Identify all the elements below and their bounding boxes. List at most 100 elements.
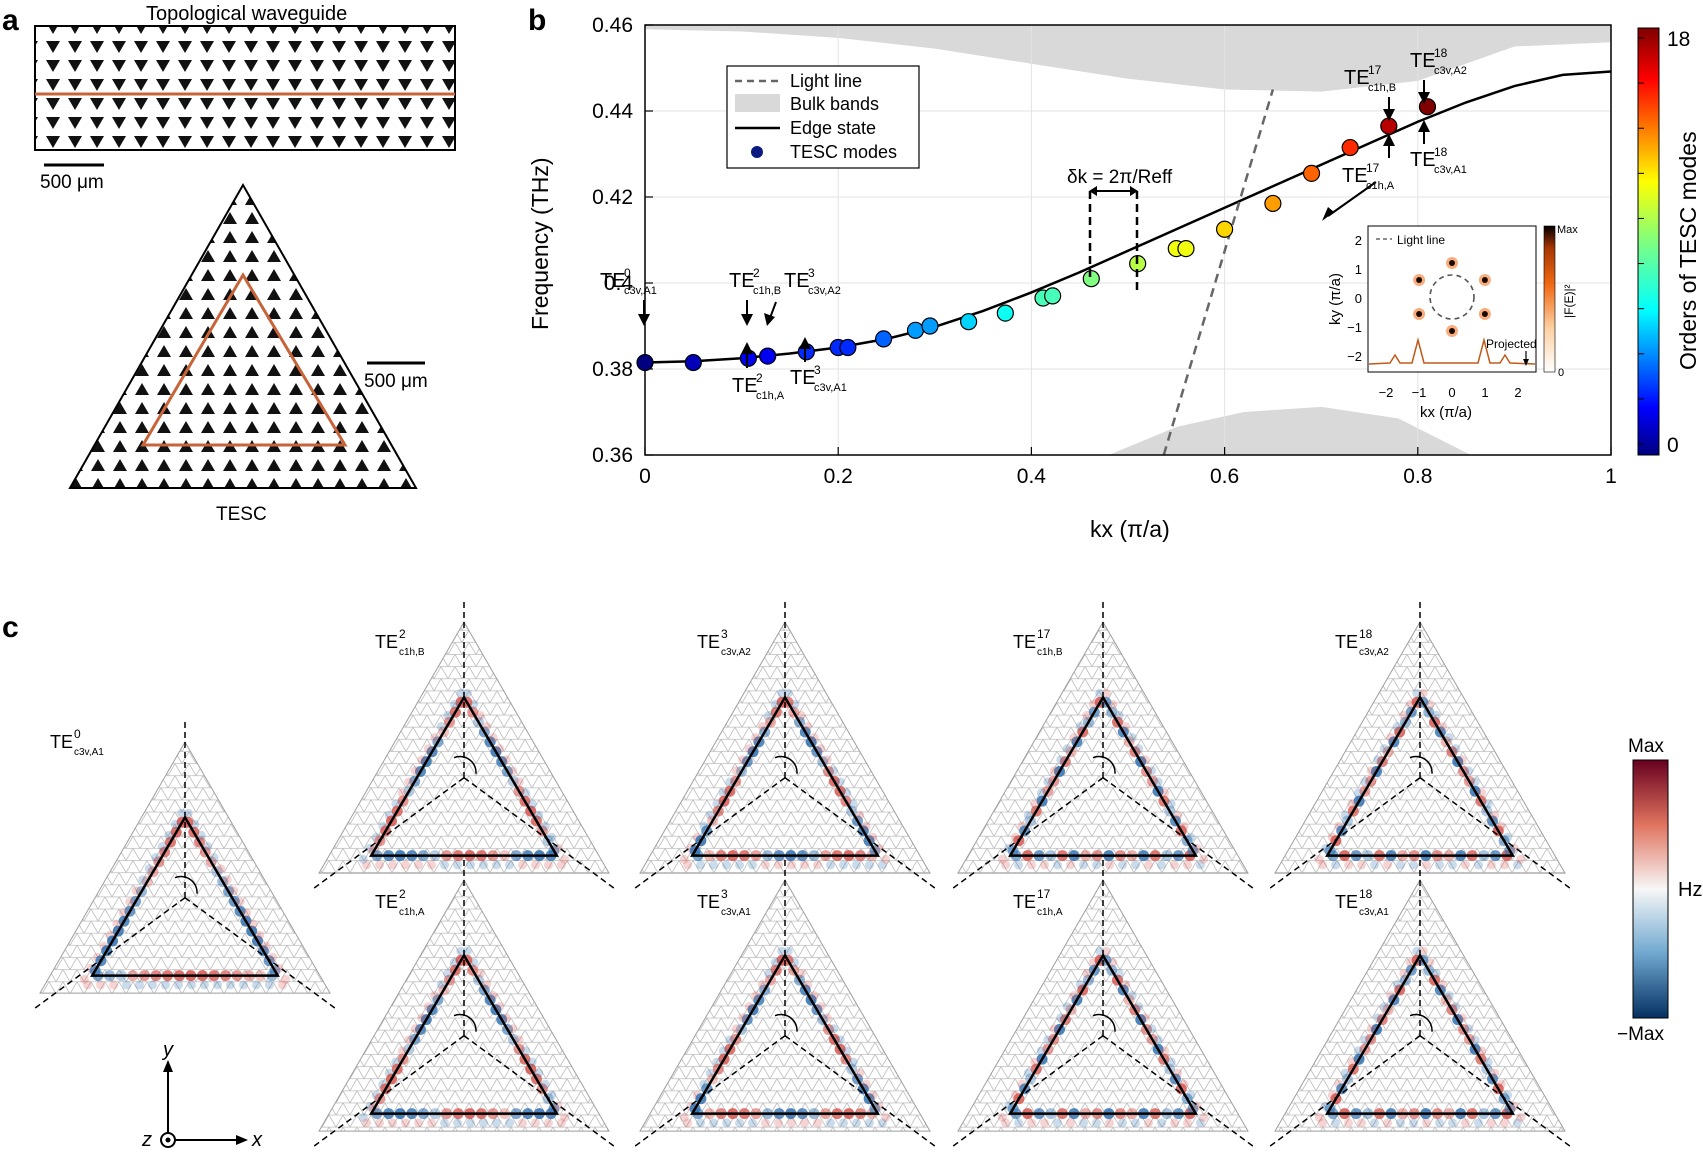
mode-map-3: TE 17 c1h,B <box>952 602 1254 889</box>
mode-label-0-sup: 0 <box>624 266 631 280</box>
mode-map-label-sup: 3 <box>721 887 728 901</box>
field-blob-outer <box>1053 860 1063 870</box>
field-blob-outer <box>229 886 239 896</box>
mode-map-label-sup: 17 <box>1037 627 1051 641</box>
field-blob-outer <box>255 930 265 940</box>
rotation-arrow <box>774 755 798 774</box>
field-blob-outer <box>517 1118 527 1128</box>
field-blob-outer <box>504 1118 514 1128</box>
mode-map-label-main: TE <box>697 892 720 912</box>
field-blob-outer <box>534 810 544 820</box>
field-blob-outer <box>764 968 774 978</box>
inset-spot <box>1481 311 1488 317</box>
field-blob-outer <box>877 860 887 870</box>
mode-map-label-sub: c3v,A2 <box>1359 647 1389 658</box>
field-blob-outer <box>848 1057 858 1067</box>
field-blob-outer <box>777 946 787 956</box>
field-blob-outer <box>1353 1046 1363 1056</box>
mode-label-2-sup: 3 <box>808 266 815 280</box>
rotation-arrow <box>1092 755 1116 774</box>
y-tick-label: 0.4 <box>604 272 634 295</box>
mode-map-label-main: TE <box>50 732 73 752</box>
mode-label-0-sub: c3v,A1 <box>624 285 657 297</box>
mode-label-6: TE 18 c3v,A2 <box>1410 46 1467 104</box>
mode-map-label-sub: c3v,A1 <box>1359 907 1389 918</box>
field-blob-outer <box>79 974 89 984</box>
field-blob-outer <box>443 968 453 978</box>
field-blob-outer <box>449 957 459 967</box>
inset-pointer-arrow <box>1327 181 1377 217</box>
field-blob-outer <box>404 777 414 787</box>
field-blob-outer <box>118 908 128 918</box>
field-blob-outer <box>825 1118 835 1128</box>
dispersion-chart: 0 0.2 0.4 0.6 0.8 1 0.36 0.38 0.4 0.42 0.44 0.46 kx… <box>527 14 1617 542</box>
delta-k-label: δk = 2π/Reff <box>1067 167 1173 188</box>
field-blob-outer <box>1143 1118 1153 1128</box>
field-blob-outer <box>401 860 411 870</box>
field-blob-outer <box>738 1013 748 1023</box>
field-blob-outer <box>449 699 459 709</box>
field-blob-outer <box>242 908 252 918</box>
field-blob-outer <box>540 1079 550 1089</box>
mode-map-8: TE 18 c3v,A1 <box>1269 860 1571 1147</box>
field-blob-outer <box>521 1046 531 1056</box>
field-blob-outer <box>375 1118 385 1128</box>
field-blob-outer <box>705 810 715 820</box>
field-blob-outer <box>440 860 450 870</box>
field-blob-outer <box>527 799 537 809</box>
field-blob-outer <box>864 1118 874 1128</box>
field-blob-outer <box>799 860 809 870</box>
mode-map-6: TE 3 c3v,A1 <box>634 860 936 1147</box>
field-blob-outer <box>1101 946 1111 956</box>
field-blob-outer <box>1409 1118 1419 1128</box>
mode-map-label-main: TE <box>375 632 398 652</box>
field-blob-outer <box>540 821 550 831</box>
field-blob-outer <box>709 1118 719 1128</box>
tesc-mode-point <box>1341 138 1359 157</box>
field-blob-outer <box>683 1118 693 1128</box>
field-blob-outer <box>1104 1118 1114 1128</box>
field-blob-outer <box>1179 1079 1189 1089</box>
field-blob-outer <box>1195 860 1205 870</box>
tesc-mode-point <box>875 330 893 348</box>
mode-map-label-sub: c3v,A2 <box>721 647 751 658</box>
field-blob-outer <box>482 721 492 731</box>
symmetry-line <box>1419 1035 1571 1147</box>
field-blob-outer <box>1421 1118 1431 1128</box>
tesc-interface-triangle <box>140 272 348 447</box>
field-blob-outer <box>495 744 505 754</box>
field-blob-outer <box>1409 860 1419 870</box>
mode-label-6-sub: c3v,A2 <box>1434 65 1467 77</box>
mode-map-1: TE 2 c1h,B <box>313 602 615 889</box>
field-blob-outer <box>547 1090 557 1100</box>
rotation-arrow <box>174 875 198 894</box>
field-blob-outer <box>835 1035 845 1045</box>
mode-map-label-sub: c1h,B <box>1037 647 1063 658</box>
inset-xtick-label: 1 <box>1481 385 1488 400</box>
field-blob-outer <box>388 860 398 870</box>
field-blob-outer <box>1079 1118 1089 1128</box>
field-blob-outer <box>164 830 174 840</box>
field-blob-outer <box>410 766 420 776</box>
field-blob-outer <box>842 1046 852 1056</box>
field-blob-outer <box>1438 979 1448 989</box>
tesc-mode-point <box>636 353 654 372</box>
field-blob-outer <box>1040 1118 1050 1128</box>
field-blob-outer <box>1512 1118 1522 1128</box>
field-blob-outer <box>1418 946 1428 956</box>
mode-label-8-main: TE <box>1410 149 1436 171</box>
mode-map-label-sup: 18 <box>1359 887 1373 901</box>
bulk-band-upper <box>645 25 1611 92</box>
field-blob-outer <box>696 860 706 870</box>
field-blob-outer <box>809 733 819 743</box>
field-blob-outer <box>731 766 741 776</box>
mode-label-5-main: TE <box>1344 67 1370 89</box>
mode-map-interface <box>690 694 880 857</box>
inset-ticks: −2 −1 0 1 2 2 1 0 −1 −2 <box>1347 233 1521 400</box>
mode-map-label-sup: 2 <box>399 627 406 641</box>
field-blob-outer <box>1182 860 1192 870</box>
cbar-tick-label: 0 <box>1667 434 1679 457</box>
field-blob-outer <box>203 841 213 851</box>
symmetry-line <box>634 1035 786 1147</box>
